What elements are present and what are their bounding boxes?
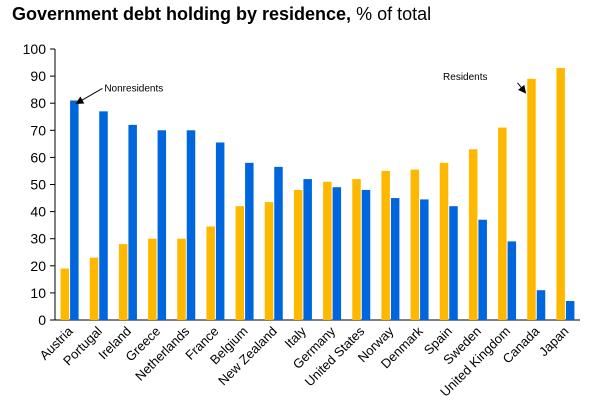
bar-nonresidents-15	[507, 241, 517, 320]
x-axis-labels: AustriaPortugalIrelandGreeceNetherlandsF…	[36, 323, 571, 400]
bar-nonresidents-11	[390, 198, 400, 320]
bar-nonresidents-1	[99, 111, 108, 320]
bars	[60, 67, 575, 321]
bar-residents-0	[60, 268, 70, 320]
bar-residents-5	[206, 226, 215, 320]
bar-nonresidents-13	[449, 206, 458, 320]
bar-nonresidents-17	[565, 301, 575, 320]
annotations: Nonresidents Residents	[75, 72, 527, 104]
annotation-arrow	[517, 82, 527, 94]
bar-nonresidents-2	[128, 124, 137, 320]
bar-residents-2	[118, 244, 128, 320]
y-tick-label: 80	[30, 95, 46, 111]
bar-nonresidents-4	[186, 130, 196, 320]
bar-residents-12	[410, 169, 420, 320]
bar-residents-16	[527, 78, 536, 320]
y-tick-label: 50	[30, 177, 46, 193]
bar-nonresidents-10	[361, 189, 371, 320]
y-tick-label: 100	[23, 41, 47, 57]
y-tick-label: 60	[30, 149, 46, 165]
annotation-label: Nonresidents	[104, 83, 163, 94]
bar-residents-7	[264, 202, 274, 320]
y-tick-label: 70	[30, 122, 46, 138]
bar-residents-3	[148, 238, 157, 320]
chart-title-text: Government debt holding by residence,	[12, 4, 352, 24]
bar-residents-9	[323, 181, 332, 320]
bar-nonresidents-14	[478, 219, 487, 320]
bar-residents-6	[235, 206, 245, 320]
bar-nonresidents-16	[536, 290, 546, 320]
bar-residents-17	[556, 67, 565, 320]
y-tick-label: 30	[30, 231, 46, 247]
bar-nonresidents-3	[157, 130, 167, 320]
y-tick-label: 10	[30, 285, 46, 301]
y-tick-label: 20	[30, 258, 46, 274]
bar-residents-10	[352, 179, 361, 320]
bar-residents-8	[293, 189, 303, 320]
bar-nonresidents-8	[303, 179, 312, 320]
bar-nonresidents-0	[70, 100, 79, 321]
y-tick-label: 90	[30, 68, 46, 84]
bar-residents-15	[498, 127, 507, 320]
annotation-arrow	[75, 88, 103, 104]
chart-title: Government debt holding by residence, % …	[12, 4, 431, 25]
bar-nonresidents-7	[274, 166, 283, 320]
bar-residents-1	[89, 257, 99, 320]
y-tick-label: 40	[30, 204, 46, 220]
chart-unit: % of total	[356, 4, 432, 24]
bar-nonresidents-5	[215, 142, 225, 320]
annotation-label: Residents	[443, 72, 487, 83]
bar-nonresidents-12	[420, 199, 429, 320]
bar-residents-13	[439, 162, 449, 320]
y-axis-ticks: 0 10 20 30 40 50 60 70 80 90 100	[23, 41, 55, 328]
bar-residents-14	[468, 149, 478, 320]
bar-nonresidents-9	[332, 187, 342, 320]
x-tick-label: Japan	[536, 324, 572, 360]
bar-residents-11	[381, 170, 390, 320]
bar-nonresidents-6	[245, 162, 254, 320]
bar-residents-4	[177, 238, 186, 320]
y-tick-label: 0	[38, 312, 46, 328]
